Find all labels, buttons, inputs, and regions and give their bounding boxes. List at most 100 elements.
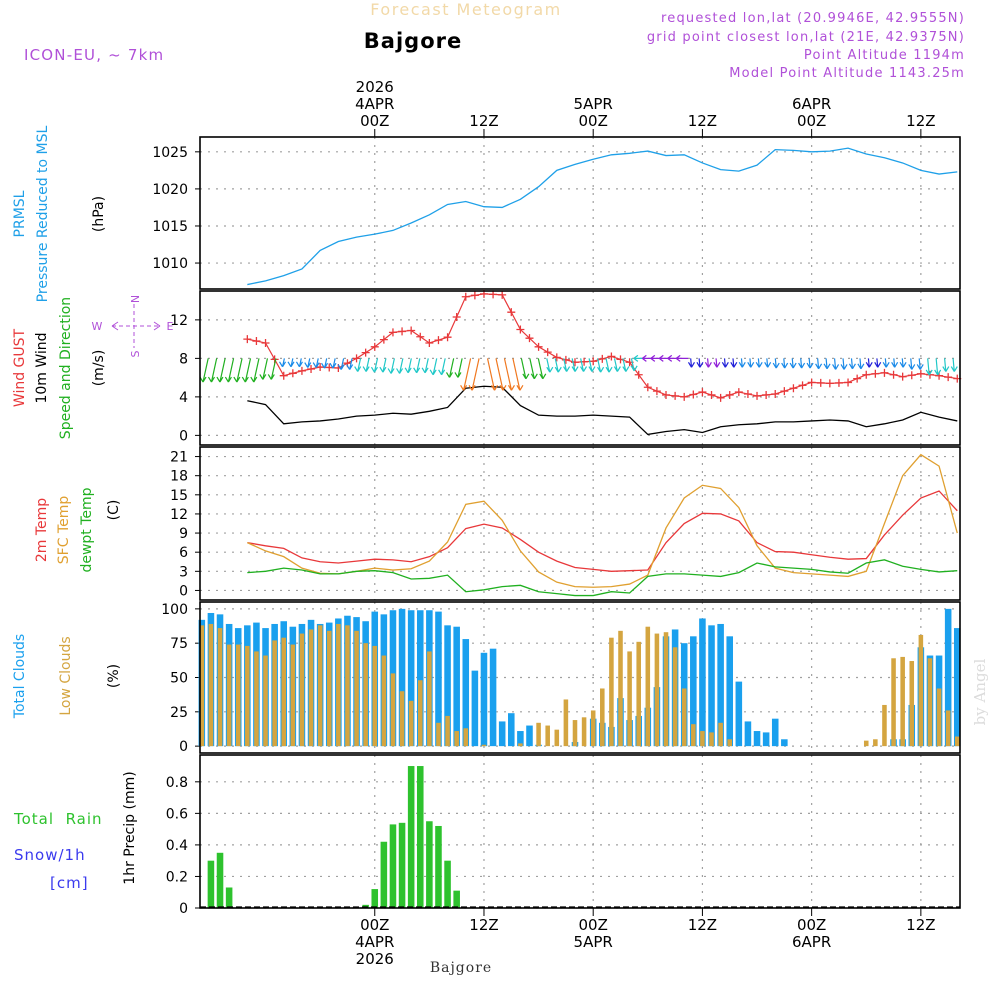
rain-bar — [380, 841, 388, 908]
gust-marker — [498, 290, 507, 299]
low-cloud-bar — [691, 724, 696, 747]
top-time-label: 5APR — [574, 95, 613, 113]
wind-arrow — [865, 358, 873, 368]
low-cloud-bar — [936, 688, 942, 747]
gust-marker — [652, 387, 661, 396]
rain-bar — [435, 825, 442, 908]
top-time-label: 12Z — [688, 112, 717, 130]
total-cloud-bar — [753, 731, 761, 747]
low-cloud-bar — [436, 722, 441, 747]
rain-bar — [416, 766, 424, 908]
gust-marker — [662, 390, 671, 399]
low-cloud-bar — [308, 629, 314, 747]
y-tick-label: 1015 — [152, 219, 188, 235]
low-cloud-bar — [645, 626, 651, 747]
low-cloud-bar — [627, 651, 632, 747]
panel-pressure: 1010 1015 1020 1025 — [152, 136, 961, 290]
gust-marker — [725, 390, 734, 399]
total-cloud-bar — [690, 636, 697, 747]
total-cloud-bar — [708, 625, 715, 747]
y-tick-label: 0.4 — [166, 838, 188, 854]
temp-sfc-label: SFC Temp — [56, 496, 72, 565]
top-time-label: 2026 — [356, 78, 394, 96]
total-cloud-bar — [444, 625, 451, 747]
y-tick-label: 0.2 — [166, 869, 188, 885]
wind-arrow — [721, 358, 729, 368]
gust-marker — [252, 337, 261, 346]
y-tick-label: 3 — [179, 564, 188, 580]
low-cloud-bar — [672, 647, 678, 747]
rain-bar — [216, 852, 224, 908]
low-cloud-bar — [354, 630, 359, 747]
low-cloud-bar — [399, 691, 405, 747]
low-cloud-bar — [299, 633, 305, 747]
temp-unit: (C) — [106, 500, 122, 521]
y-tick-label: 100 — [161, 602, 188, 618]
wind-arrow — [815, 358, 823, 370]
panel-frame — [199, 754, 961, 909]
panel-clouds: 0 25 50 75 100 — [161, 601, 961, 755]
panel-frame — [199, 290, 961, 446]
wind-arrow — [250, 358, 260, 383]
bottom-time-label: 5APR — [574, 933, 613, 951]
wind-arrow — [789, 358, 797, 369]
wind-arrow — [421, 358, 429, 374]
panel-background — [200, 755, 960, 908]
wind-arrow — [321, 358, 329, 369]
low-cloud-bar — [326, 630, 332, 747]
low-cloud-bar — [254, 651, 259, 747]
total-cloud-bar — [407, 610, 415, 747]
product-title: Forecast Meteogram — [370, 0, 561, 19]
low-cloud-bar — [918, 634, 924, 747]
low-cloud-bar — [408, 700, 414, 747]
point-altitude: Point Altitude 1194m — [804, 48, 965, 63]
wind-arrow — [772, 358, 780, 369]
top-time-label: 6APR — [792, 95, 831, 113]
low-cloud-bar — [208, 623, 214, 747]
wind-arrow — [396, 358, 404, 374]
wind-arrow — [529, 358, 538, 380]
wind-arrow — [413, 358, 421, 374]
y-tick-label: 0 — [179, 583, 188, 599]
total-cloud-bar — [762, 732, 770, 747]
wind-arrow — [908, 358, 916, 370]
wind-arrow — [764, 358, 772, 368]
wind-arrow — [806, 358, 814, 369]
low-cloud-bar — [654, 633, 660, 747]
wind-arrow — [563, 358, 571, 372]
total-cloud-bar — [944, 608, 952, 747]
gust-marker — [698, 388, 707, 397]
y-tick-label: 0.6 — [166, 806, 188, 822]
gust-marker — [570, 358, 579, 367]
gust-marker — [889, 370, 898, 379]
total-cloud-bar — [462, 639, 470, 747]
wind-arrow — [267, 358, 277, 380]
gust-marker — [361, 348, 370, 357]
low-cloud-bar — [199, 625, 205, 747]
bottom-time-label: 6APR — [792, 933, 831, 951]
wind-arrow — [738, 358, 746, 368]
watermark: by Angel — [971, 658, 989, 725]
low-cloud-bar — [718, 722, 723, 747]
total-cloud-bar — [508, 713, 515, 747]
bottom-time-label: 12Z — [469, 916, 498, 934]
y-tick-label: 8 — [179, 351, 188, 367]
low-cloud-bar — [536, 722, 541, 747]
wind-arrow — [687, 358, 695, 368]
bottom-time-label: 4APR — [355, 933, 394, 951]
panel-wind: 0 4 8 12 — [170, 289, 962, 446]
total-cloud-bar — [726, 636, 734, 747]
wind-arrow — [675, 354, 689, 362]
low-cloud-bar — [909, 661, 915, 747]
wind-arrow — [899, 358, 907, 368]
wind-arrow — [696, 358, 704, 368]
gust-marker — [434, 336, 443, 345]
gust-marker — [534, 342, 543, 351]
low-cloud-bar — [727, 739, 733, 747]
gust-marker — [871, 369, 880, 378]
low-cloud-bar — [863, 740, 869, 747]
wind-arrow — [295, 358, 303, 368]
gust-marker — [753, 391, 762, 400]
snow-label: Snow/1h — [14, 846, 86, 864]
